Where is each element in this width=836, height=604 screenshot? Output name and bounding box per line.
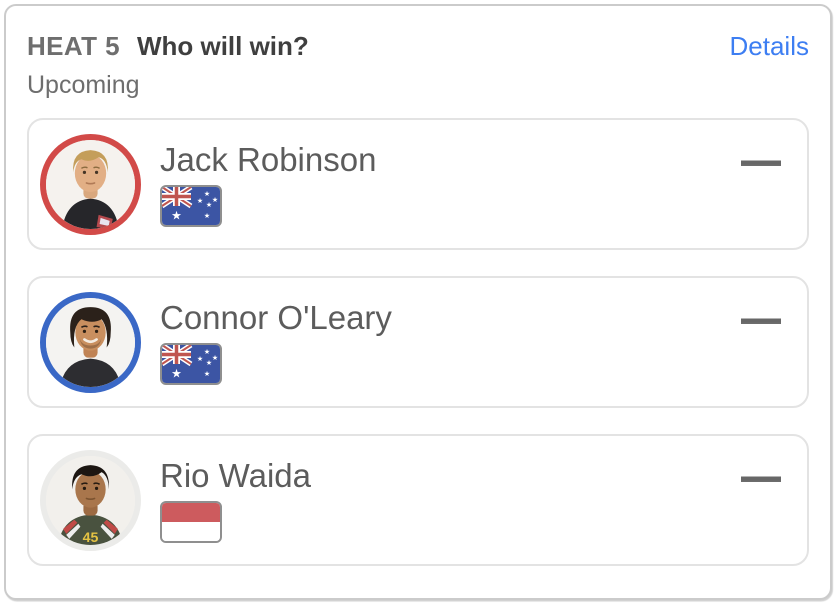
flag-australia-icon: ★ ★ ★ ★ ★ ★	[160, 185, 222, 228]
competitor-list: Jack Robinson — ★ ★ ★ ★ ★	[27, 118, 809, 566]
svg-text:★: ★	[204, 212, 210, 220]
svg-text:★: ★	[171, 209, 182, 223]
status-text: Upcoming	[27, 71, 140, 99]
competitor-name: Rio Waida	[160, 456, 311, 494]
avatar: 45	[40, 449, 141, 551]
competitor-row-rio-waida[interactable]: 45 Rio Waida —	[27, 434, 809, 566]
heat-label: HEAT 5	[27, 31, 120, 61]
svg-text:★: ★	[206, 359, 212, 367]
competitor-row-connor-oleary[interactable]: Connor O'Leary — ★ ★ ★ ★ ★	[27, 276, 809, 408]
svg-text:★: ★	[197, 355, 203, 363]
avatar	[40, 291, 141, 393]
avatar	[40, 133, 141, 235]
competitor-row-jack-robinson[interactable]: Jack Robinson — ★ ★ ★ ★ ★	[27, 118, 809, 250]
avatar-photo: 45	[46, 455, 135, 545]
svg-text:★: ★	[197, 197, 203, 205]
svg-text:★: ★	[171, 367, 182, 381]
question-title: Who will win?	[136, 31, 309, 61]
competitor-name: Jack Robinson	[160, 140, 377, 178]
svg-text:★: ★	[204, 348, 210, 356]
svg-text:★: ★	[204, 370, 210, 378]
avatar-photo	[46, 297, 135, 387]
avatar-photo	[46, 139, 135, 229]
heat-card: HEAT 5 Who will win? Details Upcoming	[4, 4, 832, 600]
svg-text:★: ★	[206, 201, 212, 209]
flag-indonesia-icon	[160, 501, 222, 544]
card-header: HEAT 5 Who will win? Details	[27, 31, 809, 62]
details-link[interactable]: Details	[729, 31, 809, 61]
svg-text:★: ★	[204, 190, 210, 198]
svg-text:45: 45	[83, 528, 99, 544]
competitor-name: Connor O'Leary	[160, 298, 392, 336]
svg-text:★: ★	[212, 354, 218, 362]
svg-text:★: ★	[212, 196, 218, 204]
flag-australia-icon: ★ ★ ★ ★ ★ ★	[160, 343, 222, 386]
